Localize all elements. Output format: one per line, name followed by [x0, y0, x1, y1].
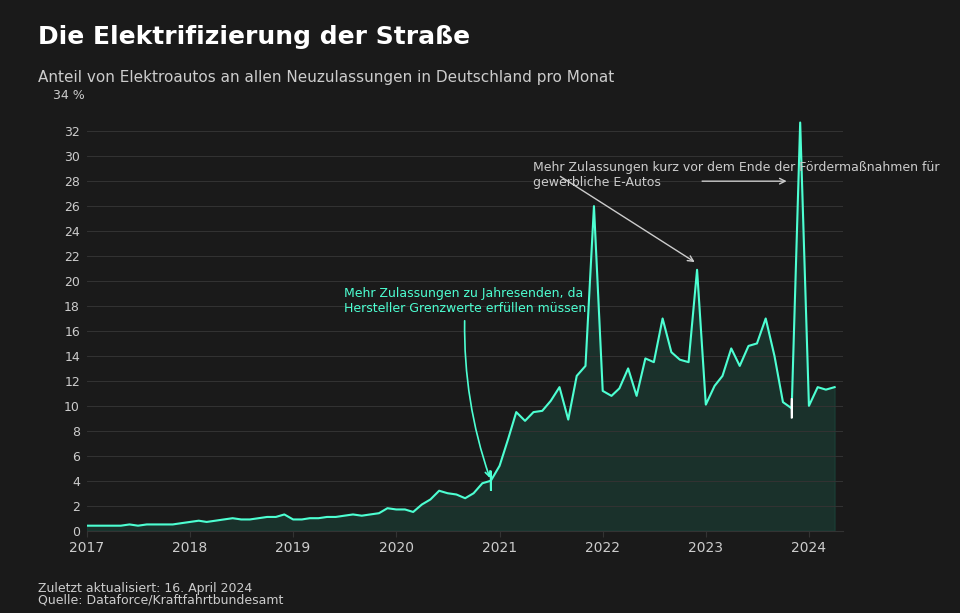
- Text: Die Elektrifizierung der Straße: Die Elektrifizierung der Straße: [38, 25, 470, 48]
- Text: 34 %: 34 %: [53, 89, 84, 102]
- Text: Quelle: Dataforce/Kraftfahrtbundesamt: Quelle: Dataforce/Kraftfahrtbundesamt: [38, 594, 284, 607]
- Text: Zuletzt aktualisiert: 16. April 2024: Zuletzt aktualisiert: 16. April 2024: [38, 582, 252, 595]
- Text: Anteil von Elektroautos an allen Neuzulassungen in Deutschland pro Monat: Anteil von Elektroautos an allen Neuzula…: [38, 70, 614, 85]
- Text: Mehr Zulassungen zu Jahresenden, da
Hersteller Grenzwerte erfüllen müssen: Mehr Zulassungen zu Jahresenden, da Hers…: [345, 287, 587, 476]
- Text: Mehr Zulassungen kurz vor dem Ende der Fördermaßnahmen für
gewerbliche E-Autos: Mehr Zulassungen kurz vor dem Ende der F…: [534, 161, 940, 189]
